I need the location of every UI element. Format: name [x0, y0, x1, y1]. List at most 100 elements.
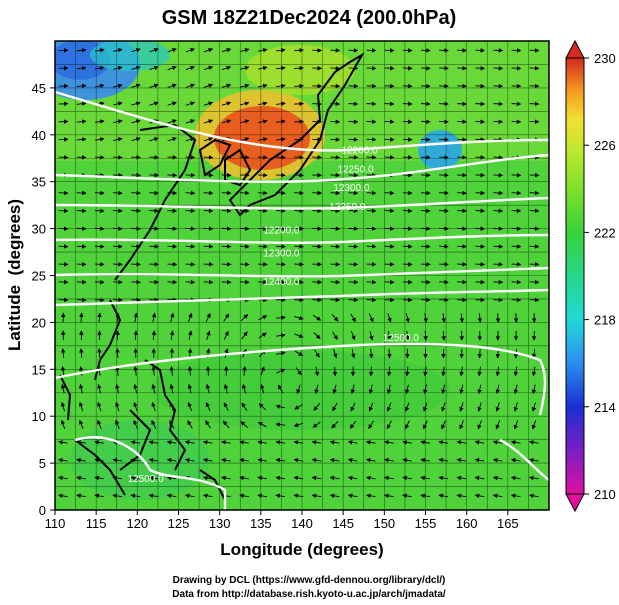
wind-arrow	[529, 440, 539, 445]
wind-arrow	[221, 440, 231, 445]
y-tick-label: 15	[32, 362, 46, 377]
wind-arrow	[187, 401, 193, 412]
wind-arrow	[257, 119, 268, 124]
wind-arrow	[94, 493, 104, 499]
wind-arrow	[76, 457, 86, 463]
contour-labels: 12200.0 12250.0 12300.0 12350.0 12200.0 12300…	[127, 146, 419, 485]
wind-arrow	[76, 137, 87, 142]
wind-arrow	[257, 475, 267, 481]
wind-arrow	[275, 404, 286, 409]
wind-arrow	[405, 366, 410, 377]
wind-arrow	[405, 402, 410, 412]
footer-data-source-line: Data from http://database.rish.kyoto-u.a…	[172, 589, 446, 600]
wind-arrow	[276, 350, 286, 356]
wind-arrow	[58, 475, 68, 481]
x-tick-label: 165	[497, 516, 519, 531]
wind-arrow	[332, 331, 338, 341]
wind-arrow	[365, 440, 376, 445]
wind-arrow	[131, 65, 141, 71]
wind-arrow	[113, 119, 123, 124]
wind-arrow	[58, 457, 68, 463]
wind-arrow	[402, 475, 412, 481]
wind-arrow	[221, 119, 232, 124]
x-axis-label: Longitude (degrees)	[220, 540, 383, 559]
wind-arrow	[205, 383, 211, 394]
wind-arrow	[133, 365, 138, 376]
wind-arrow	[97, 401, 102, 412]
contour-label: 12200.0	[263, 225, 300, 236]
wind-arrow	[404, 420, 410, 430]
wind-arrow	[167, 137, 177, 142]
wind-arrow	[94, 48, 105, 53]
wind-arrow	[531, 366, 537, 377]
x-tick-label: 160	[456, 516, 478, 531]
wind-arrow	[149, 101, 159, 106]
wind-arrow	[169, 312, 175, 323]
wind-arrow	[148, 457, 159, 463]
wind-arrow	[257, 493, 267, 499]
wind-arrow	[97, 365, 102, 376]
wind-arrow	[239, 440, 249, 445]
wind-arrow	[477, 402, 482, 412]
wind-arrow	[185, 119, 195, 124]
wind-arrow	[276, 48, 286, 53]
wind-arrow	[456, 457, 467, 463]
wind-arrow	[420, 440, 431, 445]
wind-arrow	[369, 331, 374, 341]
wind-arrow	[423, 402, 428, 412]
wind-arrow	[203, 65, 214, 71]
wind-arrow	[531, 348, 537, 359]
wind-arrow	[257, 48, 268, 53]
wind-arrow	[131, 83, 141, 88]
wind-arrow	[94, 137, 105, 142]
wind-arrow	[184, 493, 195, 499]
height-contours	[55, 90, 549, 510]
wind-arrow	[350, 313, 356, 323]
wind-arrow	[239, 65, 250, 71]
wind-arrow	[347, 457, 358, 463]
wind-arrow	[241, 402, 248, 411]
wind-arrow	[76, 119, 87, 124]
wind-arrow	[239, 83, 250, 89]
wind-arrow	[94, 440, 104, 445]
wind-arrow	[531, 420, 537, 430]
wind-arrow	[311, 440, 322, 445]
wind-arrow	[510, 457, 521, 463]
wind-arrow	[492, 440, 503, 445]
wind-arrow	[275, 457, 286, 463]
wind-arrow	[257, 83, 268, 89]
wind-arrow	[133, 401, 138, 412]
x-tick-label: 150	[373, 516, 395, 531]
wind-arrow	[221, 475, 231, 481]
wind-arrow	[76, 493, 86, 499]
wind-arrow	[130, 493, 141, 499]
wind-arrow	[242, 365, 247, 376]
wind-arrow	[405, 313, 410, 323]
wind-arrow	[474, 493, 485, 499]
wind-arrow	[294, 65, 304, 71]
colorbar-tick-label: 214	[594, 400, 616, 415]
y-axis: 0 5 10 15 20 25 30 35 40 45	[32, 81, 55, 518]
wind-arrow	[331, 421, 339, 429]
wind-arrow	[115, 401, 120, 412]
wind-arrow	[223, 383, 229, 394]
wind-arrow	[329, 457, 340, 463]
wind-arrow	[420, 493, 431, 499]
x-tick-label: 140	[291, 516, 313, 531]
wind-arrow	[329, 475, 340, 481]
wind-arrow	[222, 420, 230, 429]
wind-arrow	[495, 402, 500, 412]
wind-arrow	[115, 365, 120, 376]
y-tick-label: 10	[32, 409, 46, 424]
wind-arrow	[275, 475, 286, 481]
cold-region-east	[418, 130, 462, 170]
y-tick-label: 20	[32, 315, 46, 330]
wind-arrow	[492, 475, 503, 481]
wind-arrow	[169, 419, 175, 429]
wind-arrow	[257, 422, 267, 428]
wind-arrow	[78, 401, 84, 412]
wind-arrow	[438, 440, 449, 445]
wind-arrow	[275, 493, 286, 499]
wind-arrow	[202, 440, 213, 445]
wind-arrow	[185, 65, 195, 71]
